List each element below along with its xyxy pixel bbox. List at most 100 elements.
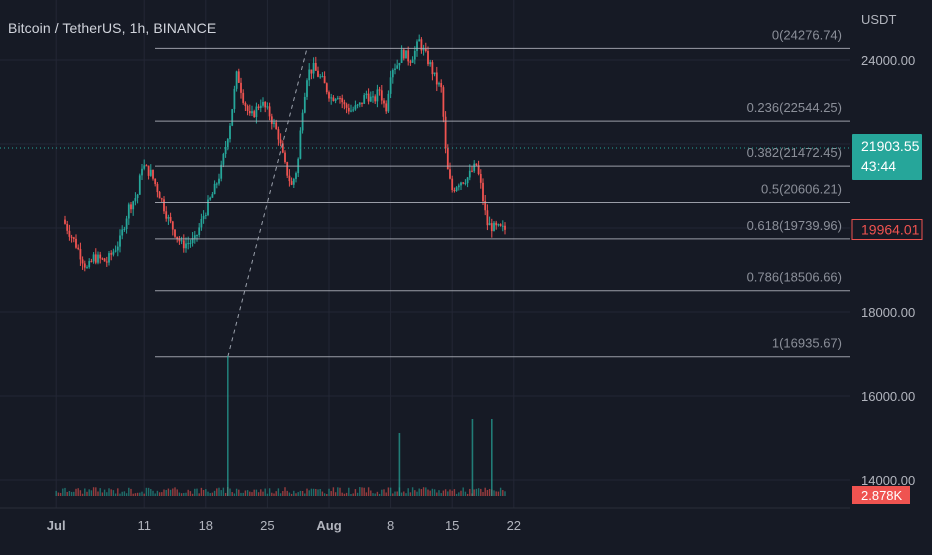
candle-body: [499, 224, 502, 226]
time-tick-label: 18: [199, 518, 213, 533]
candle-body: [68, 230, 71, 237]
volume-bar: [337, 487, 339, 496]
candle-body: [497, 224, 500, 226]
volume-bar: [97, 491, 99, 496]
candle-body: [442, 87, 445, 117]
candle-body: [138, 175, 141, 195]
candle-body: [358, 102, 361, 105]
candle-body: [306, 80, 308, 97]
volume-bar: [174, 487, 176, 496]
candle-body: [209, 197, 212, 200]
candle-body: [374, 96, 377, 102]
volume-bar: [326, 493, 328, 496]
volume-bar: [475, 488, 478, 496]
volume-bar: [403, 491, 405, 496]
volume-bar: [169, 489, 172, 496]
volume-bar: [251, 492, 253, 496]
candle-body: [90, 261, 93, 263]
volume-bar: [315, 488, 317, 496]
volume-bar: [163, 489, 165, 496]
volume-bar: [134, 493, 137, 496]
volume-bar: [139, 492, 141, 496]
candle-body: [453, 190, 456, 192]
candle-body: [372, 96, 374, 98]
volume-bar: [462, 487, 464, 496]
volume-bar: [290, 493, 293, 496]
candle-body: [246, 106, 249, 112]
candle-body: [233, 88, 236, 110]
candle-body: [385, 103, 388, 112]
volume-bar: [310, 488, 313, 496]
candle-body: [356, 104, 359, 106]
volume-bar: [480, 488, 482, 496]
volume-bar: [420, 489, 423, 496]
candle-body: [251, 111, 253, 114]
candle-body: [391, 69, 394, 78]
volume-spike: [471, 419, 474, 496]
volume-bar: [86, 491, 88, 496]
candle-body: [323, 76, 326, 84]
volume-bar: [378, 493, 381, 496]
candle-body: [226, 139, 229, 148]
volume-bar: [392, 493, 394, 496]
fib-label: 0(24276.74): [772, 27, 842, 42]
last-price-value: 21903.55: [861, 138, 920, 154]
candle-body: [110, 253, 113, 255]
volume-bar: [343, 493, 346, 496]
volume-bar: [235, 488, 238, 496]
candle-body: [189, 242, 192, 244]
volume-bar: [123, 491, 126, 496]
candle-body: [347, 107, 350, 112]
volume-bar: [282, 491, 284, 496]
volume-bar: [493, 490, 495, 496]
current-price-marker: 19964.01: [851, 219, 923, 241]
volume-bar: [110, 489, 112, 496]
volume-bar: [75, 488, 77, 496]
candle-body: [279, 139, 282, 144]
fib-label: 0.5(20606.21): [761, 182, 842, 197]
time-tick-label: 8: [387, 518, 394, 533]
volume-bar: [143, 493, 145, 496]
volume-bar: [473, 489, 475, 496]
candle-body: [482, 182, 484, 202]
volume-bar: [207, 491, 209, 496]
candle-body: [72, 237, 75, 239]
candle-body: [400, 49, 403, 63]
volume-bar: [451, 490, 453, 496]
volume-bar: [286, 490, 288, 496]
candle-body: [167, 216, 170, 219]
fib-retracement: 0(24276.74) 0.236(22544.25) 0.382(21472.45…: [155, 27, 850, 358]
volume-bar: [125, 493, 128, 496]
volume-bar: [57, 492, 60, 496]
last-price-box: [852, 134, 922, 181]
volume-bar: [264, 488, 266, 496]
candle-body: [143, 165, 146, 169]
volume-bar: [81, 493, 84, 496]
price-tick-label: 18000.00: [861, 305, 915, 320]
candle-body: [367, 93, 370, 102]
fib-label: 0.786(18506.66): [747, 270, 842, 285]
volume-bar: [176, 489, 178, 496]
current-price-box: [851, 219, 923, 241]
volume-bar: [198, 493, 200, 496]
candle-body: [123, 228, 126, 230]
volume-bar: [154, 493, 156, 496]
candle-body: [231, 109, 234, 126]
volume-bar: [356, 492, 359, 496]
candle-body: [277, 129, 280, 140]
volume-bar: [354, 489, 357, 496]
volume-bar: [152, 490, 154, 496]
volume-bar: [306, 488, 308, 496]
candle-body: [299, 130, 302, 159]
volume-bar: [422, 487, 425, 496]
candle-body: [237, 71, 240, 83]
volume-bar: [442, 490, 445, 496]
volume-bar: [128, 487, 130, 496]
volume-bar: [88, 489, 90, 496]
candle-body: [394, 68, 396, 70]
candle-body: [319, 76, 322, 78]
candle-body: [200, 218, 203, 228]
volume-bar: [359, 487, 361, 496]
